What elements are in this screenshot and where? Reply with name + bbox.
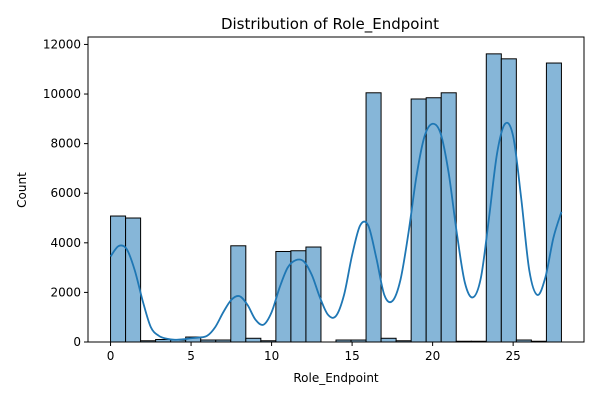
x-tick-label: 10 [264,349,279,363]
plot-frame [87,36,585,343]
x-axis-label: Role_Endpoint [293,371,379,385]
x-axis-ticks: 0 5 10 15 20 25 [107,342,521,363]
y-tick-label: 0 [73,335,81,349]
histogram-bar [380,337,397,343]
histogram-bar [245,337,262,343]
y-axis-label: Count [15,172,29,208]
chart-title: Distribution of Role_Endpoint [221,15,439,34]
y-tick-label: 4000 [50,236,81,250]
x-tick-label: 0 [107,349,115,363]
kde-curve [109,121,563,341]
y-tick-label: 2000 [50,285,81,299]
x-tick-label: 25 [506,349,521,363]
x-tick-label: 5 [187,349,195,363]
y-tick-label: 8000 [50,137,81,151]
x-tick-label: 15 [344,349,359,363]
y-tick-label: 12000 [43,37,81,51]
y-tick-label: 6000 [50,186,81,200]
histogram-bar [290,250,307,343]
histogram-bar [365,92,382,343]
y-axis-ticks: 0 2000 4000 6000 8000 10000 12000 [43,37,88,349]
x-tick-label: 20 [425,349,440,363]
histogram-bar [110,215,127,343]
histogram-bar [425,97,442,343]
histogram-bar [485,53,502,343]
histogram-bar [500,58,517,343]
histogram-bar [125,217,142,343]
histogram-bar [230,245,247,343]
y-tick-label: 10000 [43,87,81,101]
histogram-bar [545,62,562,343]
